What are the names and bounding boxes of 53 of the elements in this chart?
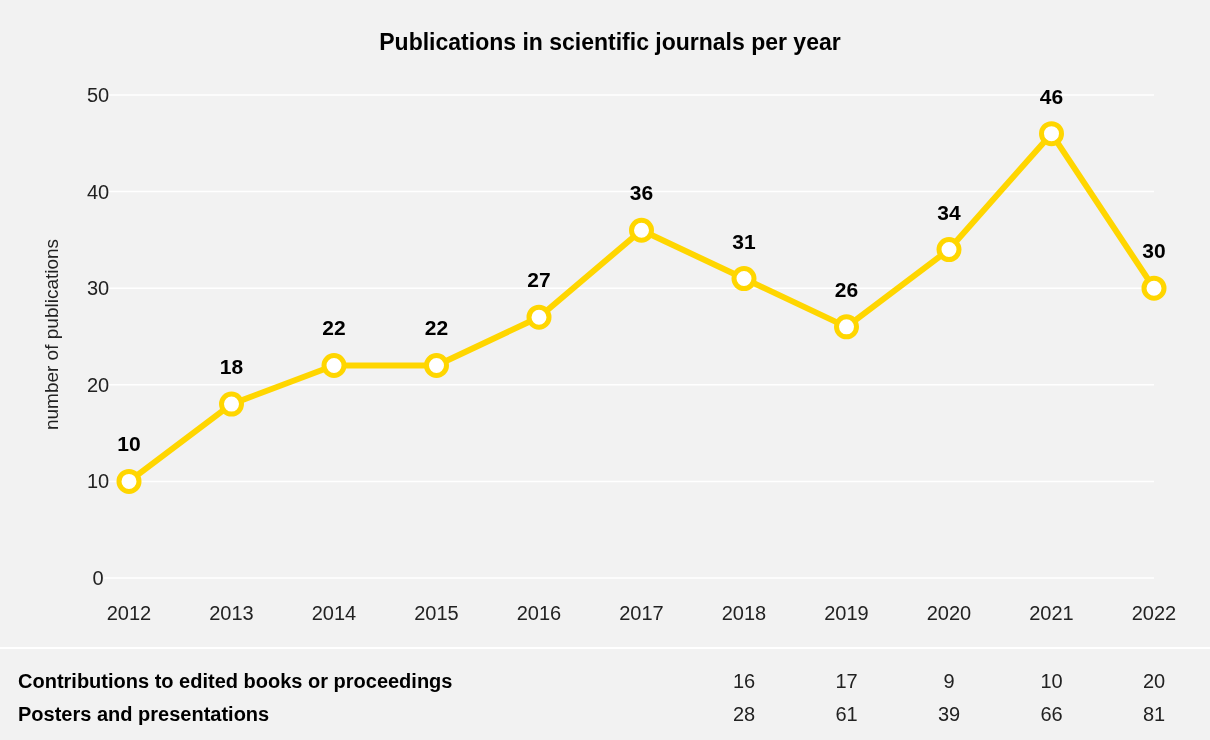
x-tick-label: 2021 — [1029, 602, 1074, 624]
text: 28 — [732, 703, 756, 725]
point — [834, 314, 859, 340]
x-tick-label: 2020 — [926, 602, 972, 624]
point — [321, 352, 347, 378]
y-axis-title: number of publications — [41, 238, 62, 431]
text: 10 — [1040, 670, 1063, 692]
x-tick-label: 2016 — [516, 602, 562, 624]
text: Contributions to edited books or proceedings — [18, 670, 453, 692]
point — [424, 352, 449, 378]
y-tick-label: 10 — [86, 470, 110, 493]
text: 81 — [1142, 703, 1166, 725]
x-tick-label: 2015 — [414, 602, 459, 624]
x-tick-label: 2013 — [209, 602, 254, 624]
x-tick-label: 2018 — [721, 602, 767, 624]
point — [1039, 121, 1064, 147]
x-tick-label: 2014 — [311, 602, 357, 624]
data-label: 22 — [322, 316, 346, 340]
text: 9 — [943, 670, 955, 692]
text: 39 — [937, 703, 961, 725]
y-tick-label: 20 — [86, 373, 110, 396]
data-label: 18 — [219, 355, 244, 379]
text: 61 — [835, 703, 858, 725]
data-label: 46 — [1039, 84, 1064, 108]
y-tick-label: 40 — [86, 180, 110, 203]
x-tick-label: 2012 — [106, 602, 152, 624]
chart-title: Publications in scientific journals per year — [379, 29, 841, 55]
text: 66 — [1040, 703, 1063, 725]
y-tick-label: 30 — [86, 277, 110, 300]
data-label: 10 — [117, 432, 141, 456]
text: 20 — [1142, 670, 1166, 692]
data-label: 30 — [1142, 239, 1166, 263]
point — [116, 468, 142, 494]
data-label: 34 — [937, 200, 961, 224]
point — [629, 217, 654, 243]
y-tick-label: 50 — [86, 84, 110, 106]
data-label: 26 — [834, 277, 859, 301]
y-tick-label: 0 — [92, 567, 104, 589]
data-label: 31 — [732, 229, 756, 253]
x-tick-label: 2017 — [619, 602, 664, 624]
text: 17 — [835, 670, 858, 692]
text: 16 — [732, 670, 756, 692]
x-tick-label: 2022 — [1131, 602, 1177, 624]
data-label: 22 — [424, 316, 449, 340]
data-label: 27 — [527, 268, 551, 292]
point — [1141, 275, 1167, 301]
data-label: 36 — [629, 181, 654, 205]
x-tick-label: 2019 — [824, 602, 869, 624]
point — [731, 266, 757, 292]
point — [936, 237, 962, 263]
point — [219, 391, 244, 417]
text: Posters and presentations — [18, 703, 270, 725]
point — [526, 304, 552, 330]
